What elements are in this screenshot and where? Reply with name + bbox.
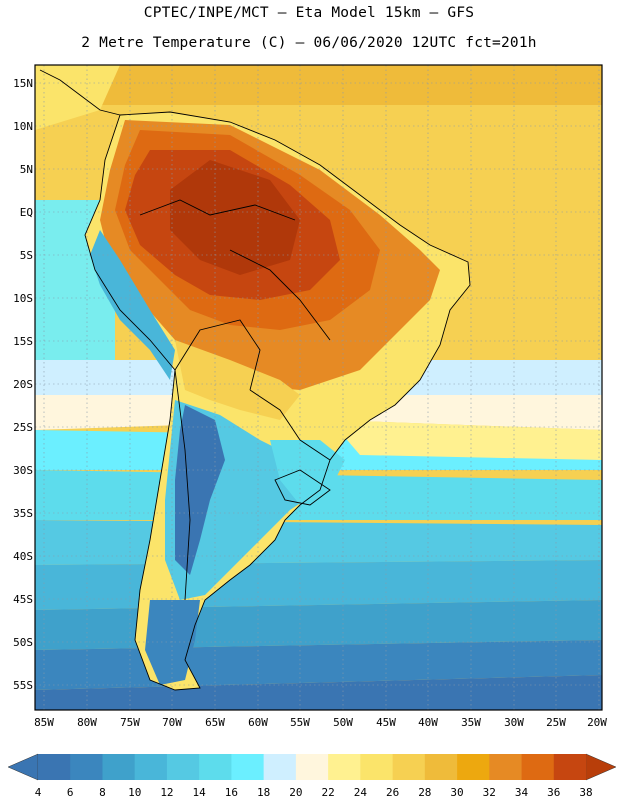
lat-label-45s: 45S: [13, 593, 33, 606]
lon-label-55w: 55W: [290, 716, 310, 729]
graticule: [35, 65, 602, 710]
colorbar-swatch: [102, 754, 136, 780]
colorbar-label: 12: [160, 786, 173, 799]
lat-label-30s: 30S: [13, 464, 33, 477]
lon-label-60w: 60W: [248, 716, 268, 729]
colorbar-label: 16: [225, 786, 238, 799]
colorbar-label: 6: [67, 786, 74, 799]
colorbar-label: 10: [128, 786, 141, 799]
lat-label-25s: 25S: [13, 421, 33, 434]
lat-label-50s: 50S: [13, 636, 33, 649]
colorbar-label: 8: [99, 786, 106, 799]
lon-label-75w: 75W: [120, 716, 140, 729]
colorbar-label: 4: [35, 786, 42, 799]
colorbar-below-arrow: [7, 753, 39, 781]
lat-label-5n: 5N: [20, 163, 33, 176]
colorbar-swatch: [38, 754, 71, 780]
lon-label-65w: 65W: [205, 716, 225, 729]
lon-label-85w: 85W: [34, 716, 54, 729]
colorbar-label: 20: [289, 786, 302, 799]
colorbar-swatch: [166, 754, 200, 780]
lon-label-35w: 35W: [461, 716, 481, 729]
map-field: [35, 65, 602, 710]
colorbar-label: 14: [193, 786, 207, 799]
colorbar-swatch: [392, 754, 426, 780]
longitude-labels: 85W 80W 75W 70W 65W 60W 55W 50W 45W 40W …: [34, 716, 607, 729]
latitude-labels: 15N 10N 5N EQ 5S 10S 15S 20S 25S 30S 35S…: [13, 77, 33, 692]
colorbar-label: 32: [483, 786, 496, 799]
colorbar-swatch: [199, 754, 232, 780]
country-borders: [39, 69, 471, 691]
lon-label-30w: 30W: [504, 716, 524, 729]
colorbar-label: 22: [321, 786, 334, 799]
colorbar-swatch: [521, 754, 555, 780]
map-title-line1: CPTEC/INPE/MCT – Eta Model 15km – GFS: [143, 5, 475, 21]
colorbar-label: 36: [547, 786, 560, 799]
colorbar-label: 28: [418, 786, 431, 799]
lon-label-25w: 25W: [546, 716, 566, 729]
colorbar-label: 30: [450, 786, 463, 799]
lon-label-80w: 80W: [77, 716, 97, 729]
colorbar: 4 6 8 10 12 14 16 18 20 22 24 26 28 30 32 34 36 38: [7, 753, 617, 799]
colorbar-label: 38: [579, 786, 592, 799]
lon-label-45w: 45W: [376, 716, 396, 729]
colorbar-swatch: [134, 754, 168, 780]
colorbar-swatch: [295, 754, 329, 780]
colorbar-swatch: [360, 754, 393, 780]
colorbar-swatch: [328, 754, 361, 780]
lat-label-55s: 55S: [13, 679, 33, 692]
colorbar-swatch: [457, 754, 490, 780]
colorbar-above-arrow: [585, 753, 617, 781]
lon-label-20w: 20W: [587, 716, 607, 729]
colorbar-swatch: [553, 754, 587, 780]
lat-label-35s: 35S: [13, 507, 33, 520]
colorbar-label: 18: [257, 786, 270, 799]
colorbar-swatch: [263, 754, 297, 780]
lat-label-10n: 10N: [13, 120, 33, 133]
map-frame: [34, 64, 603, 711]
colorbar-label: 24: [354, 786, 368, 799]
lat-label-eq: EQ: [20, 206, 33, 219]
colorbar-label: 26: [386, 786, 399, 799]
colorbar-swatch: [231, 754, 264, 780]
lat-label-40s: 40S: [13, 550, 33, 563]
lat-label-5s: 5S: [20, 249, 33, 262]
lon-label-40w: 40W: [418, 716, 438, 729]
lat-label-15s: 15S: [13, 335, 33, 348]
lat-label-20s: 20S: [13, 378, 33, 391]
lat-label-10s: 10S: [13, 292, 33, 305]
colorbar-swatch: [70, 754, 103, 780]
map-title-line2: 2 Metre Temperature (C) – 06/06/2020 12U…: [81, 35, 537, 51]
colorbar-swatch: [424, 754, 458, 780]
lon-label-50w: 50W: [333, 716, 353, 729]
lat-label-15n: 15N: [13, 77, 33, 90]
colorbar-label: 34: [515, 786, 529, 799]
lon-label-70w: 70W: [162, 716, 182, 729]
colorbar-swatch: [489, 754, 522, 780]
